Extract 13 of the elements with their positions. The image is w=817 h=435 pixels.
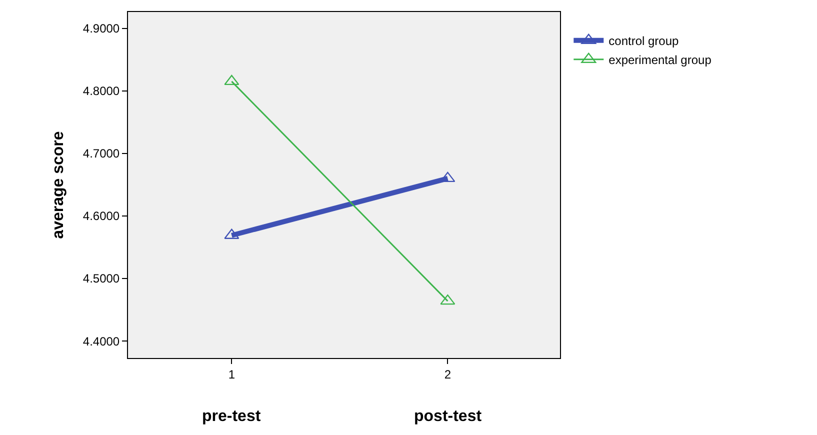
y-tick-label: 4.8000 [82, 84, 120, 98]
y-tick-label: 4.7000 [82, 146, 120, 161]
y-tick-label: 4.6000 [82, 209, 120, 224]
legend-label: control group [608, 34, 680, 48]
y-axis-title: average score [50, 131, 67, 239]
legend-label: experimental group [608, 53, 712, 68]
y-tick-label: 4.9000 [82, 21, 120, 36]
y-tick-label: 4.4000 [82, 334, 120, 348]
x-tick-label: 2 [444, 367, 452, 382]
text: pre-test [202, 408, 262, 425]
y-tick-label: 4.5000 [82, 272, 120, 286]
x-tick-label: 1 [228, 367, 236, 382]
text: post-test [414, 408, 482, 425]
